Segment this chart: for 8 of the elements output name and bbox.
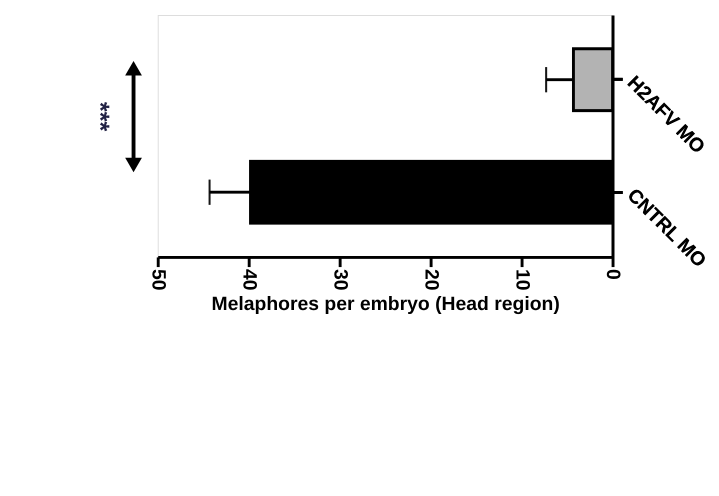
x-tick-label: 40 bbox=[238, 269, 260, 291]
x-tick-label: 0 bbox=[602, 269, 624, 280]
x-tick-label: 50 bbox=[147, 269, 170, 291]
x-tick-label: 20 bbox=[420, 269, 442, 291]
text: *** bbox=[86, 102, 114, 132]
x-axis-title: Melaphores per embryo (Head region) bbox=[211, 292, 560, 315]
x-tick-label: 30 bbox=[329, 269, 352, 291]
x-tick-label: 10 bbox=[511, 269, 534, 291]
